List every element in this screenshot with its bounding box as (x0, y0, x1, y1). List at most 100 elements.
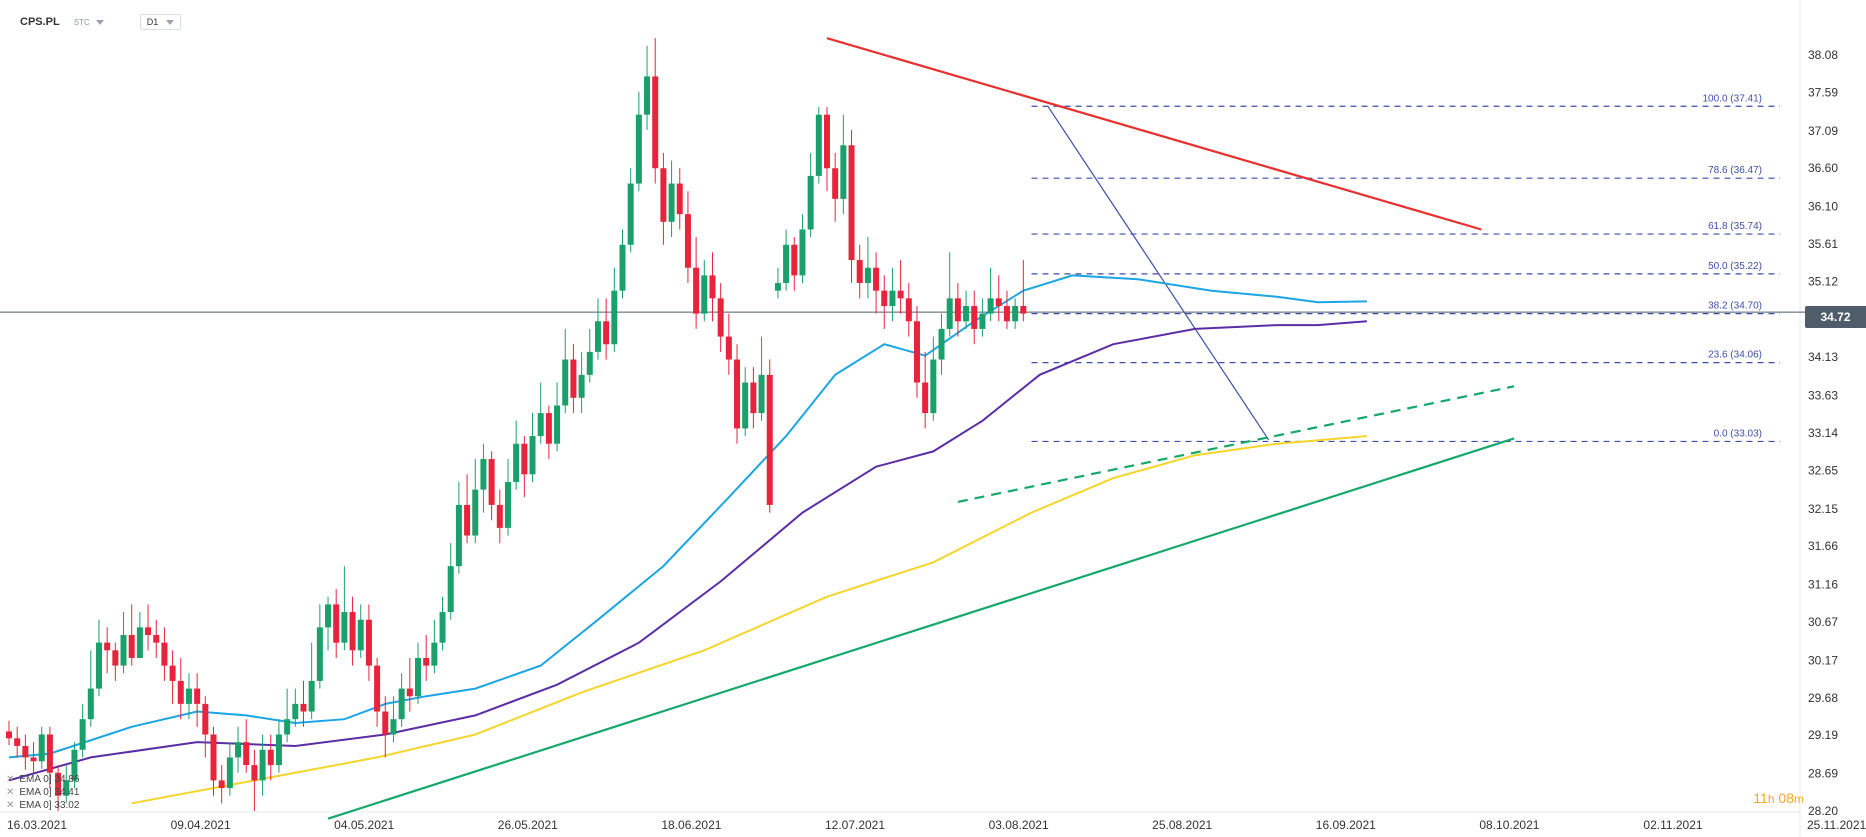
candle-body (431, 642, 438, 666)
candle-body (349, 612, 356, 651)
candle-body (995, 298, 1002, 306)
legend-item-ema-mid[interactable]: ✕ EMA 0] 34.41 (6, 786, 79, 799)
timeframe-value: D1 (146, 17, 159, 27)
candle-body (439, 612, 446, 643)
candle-body (38, 734, 45, 762)
candle-body (774, 283, 781, 291)
candle-body (120, 635, 127, 666)
candle-body (611, 290, 618, 345)
candle-body (316, 627, 323, 681)
candle-body (545, 413, 552, 444)
x-tick-label: 26.05.2021 (498, 818, 558, 832)
ema-fast-line (8, 274, 1367, 759)
candle-body (521, 443, 528, 475)
symbol-label[interactable]: CPS.PL (20, 16, 60, 28)
y-tick-label: 35.12 (1808, 274, 1838, 288)
candle-body (881, 290, 888, 306)
candle-body (382, 711, 389, 735)
candle-body (300, 703, 307, 712)
candle-body (71, 749, 78, 781)
y-tick-label: 32.15 (1808, 502, 1838, 516)
candle-body (807, 175, 814, 230)
candle-body (243, 742, 250, 766)
candle-body (357, 619, 364, 651)
y-tick-label: 35.61 (1808, 237, 1838, 251)
candle-body (308, 680, 315, 712)
candle-body (758, 374, 765, 414)
timer-hours: 11 (1753, 790, 1768, 806)
close-icon[interactable]: ✕ (6, 800, 15, 811)
candle-body (128, 635, 135, 658)
y-tick-label: 32.65 (1808, 463, 1838, 477)
candle-body (562, 359, 569, 406)
candle-body (668, 183, 675, 222)
candle-body (210, 734, 217, 781)
candle-body (325, 604, 332, 628)
fib-level-label: 50.0 (35.22) (1708, 261, 1762, 272)
candle-body (676, 183, 683, 215)
timer-minutes-unit: m (1794, 792, 1804, 806)
candle-body (145, 627, 152, 636)
candle-body (153, 635, 160, 643)
candle-body (79, 719, 86, 750)
candle-body (693, 267, 700, 314)
candle-body (905, 298, 912, 322)
fib-level-label: 23.6 (34.06) (1708, 350, 1762, 361)
chevron-down-icon[interactable] (95, 19, 104, 25)
candle-body (292, 703, 299, 720)
support-trendline (327, 437, 1515, 820)
candle-body (791, 244, 798, 276)
close-icon[interactable]: ✕ (6, 787, 15, 798)
candle-body (734, 359, 741, 429)
close-icon[interactable]: ✕ (6, 774, 15, 785)
y-tick-label: 37.09 (1808, 124, 1838, 138)
candle-body (218, 780, 225, 789)
candle-body (6, 731, 12, 739)
legend-item-ema-slow[interactable]: ✕ EMA 0] 33.02 (6, 799, 79, 812)
y-tick-label: 37.59 (1808, 85, 1838, 99)
x-tick-label: 18.06.2021 (661, 818, 721, 832)
candle-body (235, 742, 242, 758)
candle-body (1012, 305, 1019, 322)
candle-body (701, 275, 708, 314)
fib-level-label: 61.8 (35.74) (1708, 221, 1762, 232)
candle-body (46, 734, 53, 773)
y-tick-label: 29.68 (1808, 691, 1838, 705)
y-tick-label: 31.66 (1808, 539, 1838, 553)
candle-body (873, 267, 880, 291)
x-tick-label: 03.08.2021 (989, 818, 1049, 832)
x-tick-label: 16.03.2021 (7, 818, 67, 832)
candle-body (480, 459, 487, 490)
candle-body (946, 298, 953, 329)
ema-slow-line (131, 435, 1367, 805)
candle-body (742, 382, 749, 429)
candle-body (652, 76, 659, 169)
timeframe-select[interactable]: D1 (139, 14, 182, 30)
candle-body (799, 229, 806, 276)
y-tick-label: 30.17 (1808, 653, 1838, 667)
x-tick-label: 08.10.2021 (1479, 818, 1539, 832)
candle-body (594, 321, 601, 352)
candle-body (922, 382, 929, 414)
candle-body (341, 612, 348, 643)
candle-body (725, 336, 732, 360)
candle-body (87, 688, 94, 720)
candle-body (570, 359, 577, 398)
candle-countdown: 11h 08m (1753, 790, 1804, 806)
indicator-legend: ✕ EMA 0] 34.86 ✕ EMA 0] 34.41 ✕ EMA 0] 33.0… (6, 773, 79, 812)
candle-body (284, 719, 291, 735)
candle-body (177, 680, 184, 704)
candle-body (202, 703, 209, 735)
resistance-trendline (826, 37, 1482, 231)
legend-item-ema-fast[interactable]: ✕ EMA 0] 34.86 (6, 773, 79, 786)
candle-body (938, 328, 945, 360)
candle-body (30, 757, 37, 762)
y-tick-label: 29.19 (1808, 728, 1838, 742)
candle-body (455, 504, 462, 567)
candle-body (954, 298, 961, 322)
timer-minutes: 08 (1778, 790, 1794, 806)
candle-body (112, 650, 119, 666)
y-tick-label: 28.20 (1808, 804, 1838, 818)
candle-body (161, 642, 168, 666)
